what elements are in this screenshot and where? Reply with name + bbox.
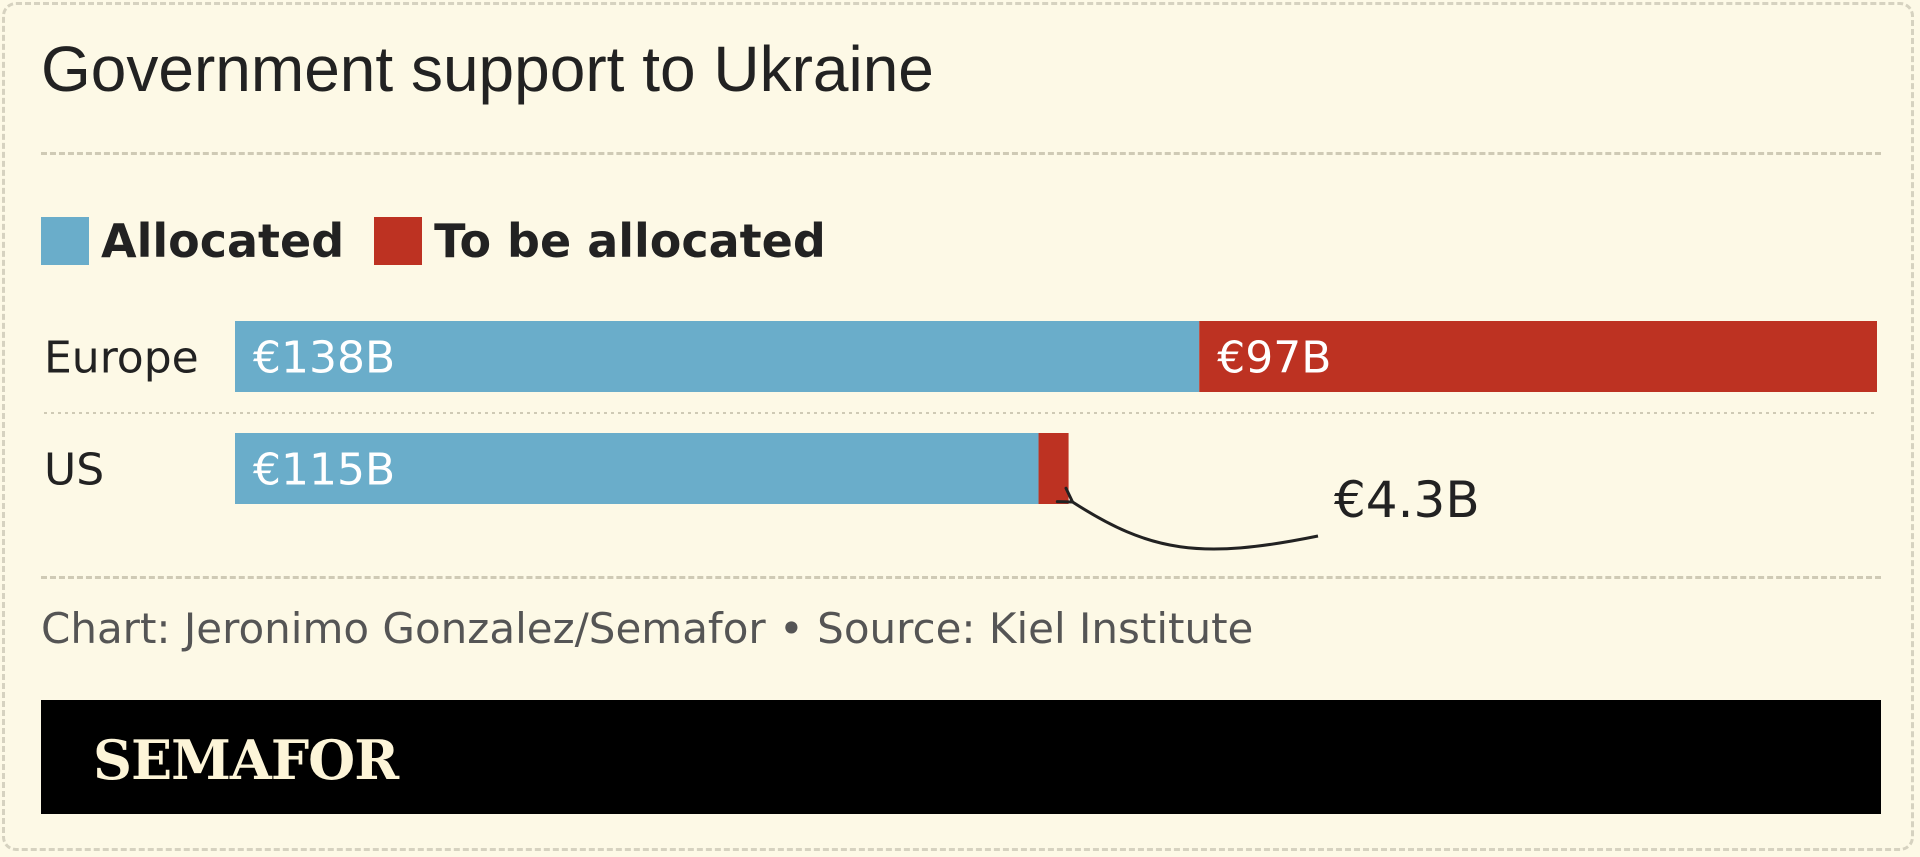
- bar-label-europe-to-be-allocated: €97B: [1217, 333, 1331, 384]
- brand-logo: SEMAFOR: [93, 728, 399, 792]
- legend-item-allocated: Allocated: [41, 214, 344, 268]
- bottom-divider: [41, 576, 1881, 579]
- category-label-us: US: [44, 445, 104, 496]
- legend-label-allocated: Allocated: [101, 214, 345, 268]
- chart-credit: Chart: Jeronimo Gonzalez/Semafor • Sourc…: [41, 604, 1254, 653]
- bar-label-us-allocated: €115B: [253, 445, 395, 496]
- bar-europe-to-be-allocated: [1199, 321, 1877, 392]
- bar-us-allocated: [235, 433, 1039, 504]
- annotation-label: €4.3B: [1334, 471, 1480, 529]
- legend-label-to-be-allocated: To be allocated: [434, 214, 826, 268]
- bar-us-to-be-allocated: [1038, 433, 1069, 504]
- bar-europe-allocated: [235, 321, 1200, 392]
- top-divider: [41, 152, 1881, 155]
- annotation-arrow: [1055, 486, 1319, 551]
- footer-bar: SEMAFOR: [41, 700, 1881, 814]
- legend-item-to-be-allocated: To be allocated: [374, 214, 826, 268]
- bar-label-europe-allocated: €138B: [253, 333, 395, 384]
- chart-title: Government support to Ukraine: [41, 33, 934, 105]
- legend-swatch-allocated: [41, 217, 89, 265]
- legend: Allocated To be allocated: [41, 214, 826, 268]
- legend-swatch-to-be-allocated: [374, 217, 423, 265]
- category-label-europe: Europe: [44, 333, 199, 384]
- bar-chart: Europe €138B €97B US €115B €4.3B: [44, 321, 1877, 551]
